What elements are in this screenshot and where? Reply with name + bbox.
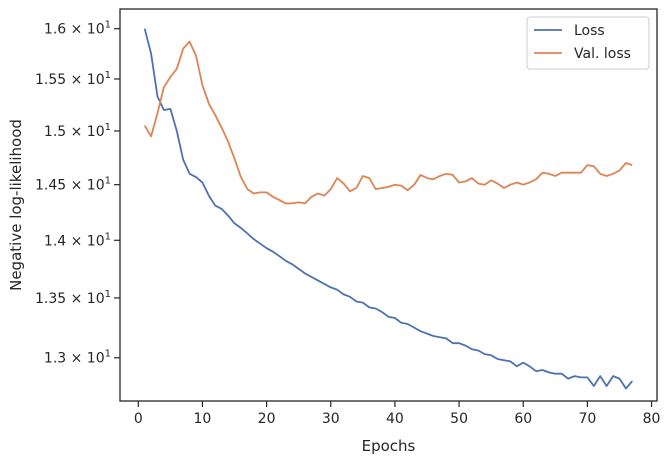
x-tick-label: 0 bbox=[134, 411, 143, 427]
x-tick-label: 60 bbox=[514, 411, 532, 427]
x-tick-label: 10 bbox=[194, 411, 212, 427]
y-axis-ticks: 1.6 × 101 1.55 × 101 1.5 × 101 1.45 × 101 1.… bbox=[35, 20, 120, 367]
legend-label-loss: Loss bbox=[574, 23, 605, 39]
x-tick-label: 30 bbox=[322, 411, 340, 427]
legend: Loss Val. loss bbox=[526, 16, 650, 70]
legend-label-val-loss: Val. loss bbox=[574, 46, 631, 62]
y-tick-label: 1.4 × 101 bbox=[44, 231, 111, 249]
y-tick-label: 1.45 × 101 bbox=[35, 176, 111, 194]
series-line-loss bbox=[143, 28, 633, 390]
x-tick-label: 70 bbox=[578, 411, 596, 427]
y-tick-label: 1.6 × 101 bbox=[44, 20, 111, 38]
x-axis-label: Epochs bbox=[362, 437, 416, 455]
plot-layer bbox=[143, 28, 633, 390]
plot-frame bbox=[119, 8, 658, 402]
x-tick-label: 40 bbox=[386, 411, 404, 427]
x-tick-label: 50 bbox=[450, 411, 468, 427]
y-tick-label: 1.5 × 101 bbox=[44, 122, 111, 140]
y-tick-label: 1.35 × 101 bbox=[35, 289, 111, 307]
y-axis-label: Negative log-likelihood bbox=[7, 119, 25, 291]
y-tick-label: 1.3 × 101 bbox=[44, 349, 111, 367]
x-tick-label: 80 bbox=[643, 411, 661, 427]
x-tick-label: 20 bbox=[258, 411, 276, 427]
x-axis-ticks: 0 10 20 30 40 50 60 70 80 bbox=[134, 401, 661, 427]
y-tick-label: 1.55 × 101 bbox=[35, 70, 111, 88]
series-line-val-loss bbox=[143, 40, 633, 205]
